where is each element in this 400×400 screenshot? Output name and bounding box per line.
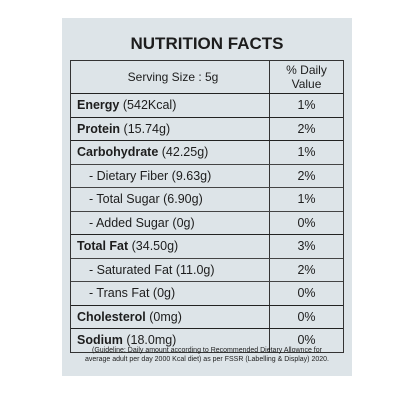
nutrient-name: Protein — [77, 121, 121, 136]
nutrient-amount: (11.0g) — [175, 262, 215, 277]
header-line: % Daily — [286, 63, 327, 77]
nutrient-cell: Total Fat (34.50g) — [71, 239, 269, 253]
nutrient-cell: Protein (15.74g) — [71, 122, 269, 136]
nutrient-row: Carbohydrate (42.25g) 1% — [71, 140, 343, 164]
title: NUTRITION FACTS — [130, 34, 284, 53]
serving-size: Serving Size : 5g — [127, 70, 219, 84]
daily-value: 1% — [269, 141, 343, 164]
nutrient-cell: - Dietary Fiber (9.63g) — [71, 169, 269, 183]
nutrient-amount: (0mg) — [149, 309, 182, 324]
nutrient-name: - Trans Fat — [89, 286, 150, 301]
nutrient-cell: Sodium (18.0mg) — [71, 333, 269, 347]
daily-value: 0% — [269, 305, 343, 328]
nutrient-amount: (0g) — [172, 215, 195, 230]
nutrient-row: Cholesterol (0mg) 0% — [71, 304, 343, 328]
nutrient-cell: - Added Sugar (0g) — [71, 216, 269, 230]
nutrient-name: Cholesterol — [77, 309, 146, 324]
nutrient-amount: (0g) — [152, 286, 176, 301]
nutrient-amount: (542Kcal) — [122, 98, 177, 113]
nutrient-amount: (15.74g) — [123, 121, 171, 136]
nutrient-name: - Dietary Fiber — [89, 168, 169, 183]
footnote-line: (Guideline: Daily amount according to Re… — [92, 347, 322, 354]
nutrition-table: Serving Size : 5g % Daily Value Energy (… — [70, 60, 344, 353]
nutrient-name: - Added Sugar — [89, 215, 169, 230]
daily-value: 1% — [269, 188, 343, 211]
nutrient-amount: (6.90g) — [163, 192, 203, 207]
daily-value: 1% — [269, 94, 343, 117]
nutrient-name: Sodium — [77, 333, 123, 348]
nutrient-cell: - Total Sugar (6.90g) — [71, 192, 269, 206]
footnote: (Guideline: Daily amount according to Re… — [62, 346, 352, 364]
nutrient-amount: (9.63g) — [171, 168, 212, 183]
daily-value: 2% — [269, 117, 343, 140]
nutrient-row: - Trans Fat (0g) 0% — [71, 281, 343, 305]
daily-value: 3% — [269, 235, 343, 258]
daily-value: 2% — [269, 258, 343, 281]
nutrient-name: Carbohydrate — [77, 145, 159, 160]
nutrient-row: Energy (542Kcal) 1% — [71, 93, 343, 117]
daily-value: 0% — [269, 329, 343, 352]
daily-value: 2% — [269, 164, 343, 187]
nutrient-row: - Added Sugar (0g) 0% — [71, 210, 343, 234]
nutrient-amount: (34.50g) — [131, 239, 179, 254]
nutrient-amount: (18.0mg) — [126, 333, 177, 348]
nutrient-cell: - Saturated Fat (11.0g) — [71, 263, 269, 277]
nutrient-amount: (42.25g) — [161, 145, 209, 160]
nutrient-row: - Dietary Fiber (9.63g) 2% — [71, 163, 343, 187]
daily-value-header: % Daily Value — [269, 61, 343, 93]
nutrient-row: - Total Sugar (6.90g) 1% — [71, 187, 343, 211]
nutrient-name: - Saturated Fat — [89, 262, 173, 277]
footnote-line: average adult per day 2000 Kcal diet) as… — [85, 356, 329, 363]
daily-value: 0% — [269, 211, 343, 234]
nutrient-row: Protein (15.74g) 2% — [71, 116, 343, 140]
nutrient-row: Total Fat (34.50g) 3% — [71, 234, 343, 258]
daily-value: 0% — [269, 282, 343, 305]
nutrition-label: NUTRITION FACTS Serving Size : 5g % Dail… — [62, 18, 352, 376]
nutrient-name: Energy — [77, 98, 120, 113]
nutrient-cell: Cholesterol (0mg) — [71, 310, 269, 324]
nutrient-name: - Total Sugar — [89, 192, 160, 207]
nutrient-cell: - Trans Fat (0g) — [71, 286, 269, 300]
header-line: Value — [291, 77, 322, 91]
nutrient-row: Sodium (18.0mg) 0% — [71, 328, 343, 352]
nutrient-cell: Energy (542Kcal) — [71, 98, 269, 112]
nutrient-cell: Carbohydrate (42.25g) — [71, 145, 269, 159]
nutrient-name: Total Fat — [77, 239, 129, 254]
nutrient-row: - Saturated Fat (11.0g) 2% — [71, 257, 343, 281]
table-header: Serving Size : 5g % Daily Value — [71, 61, 343, 93]
